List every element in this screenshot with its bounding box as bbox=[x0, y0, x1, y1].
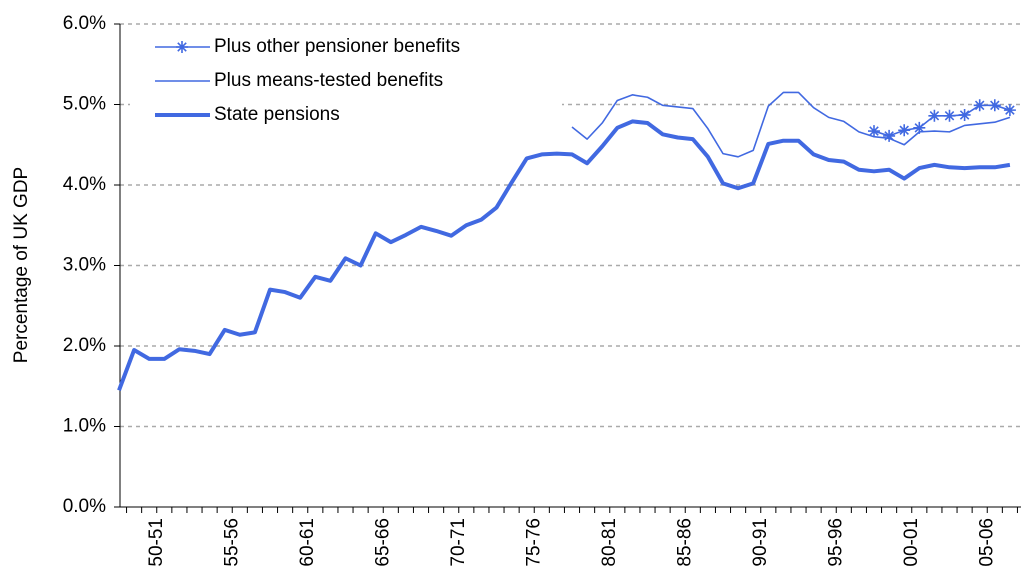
x-tick-label: 55-56 bbox=[221, 518, 242, 567]
x-tick-label: 60-61 bbox=[297, 518, 318, 567]
x-tick-label: 85-86 bbox=[674, 518, 695, 567]
star-marker bbox=[1003, 104, 1016, 117]
data-line bbox=[117, 119, 1011, 391]
y-axis-label: Percentage of UK GDP bbox=[11, 167, 32, 363]
x-tick-label: 65-66 bbox=[372, 518, 393, 567]
y-tick-label: 6.0% bbox=[63, 13, 106, 34]
x-tick-label: 95-96 bbox=[825, 518, 846, 567]
x-tick-label: 05-06 bbox=[976, 518, 997, 567]
y-tick-label: 1.0% bbox=[63, 416, 106, 437]
x-tick-label: 70-71 bbox=[448, 518, 469, 567]
x-tick-label: 00-01 bbox=[901, 518, 922, 567]
star-marker bbox=[898, 124, 911, 137]
star-marker bbox=[913, 121, 926, 134]
x-tick-label: 75-76 bbox=[523, 518, 544, 567]
y-tick-label: 0.0% bbox=[63, 496, 106, 517]
x-tick-label: 50-51 bbox=[146, 518, 167, 567]
x-tick-label: 80-81 bbox=[599, 518, 620, 567]
x-tick-label: 90-91 bbox=[750, 518, 771, 567]
legend-label: Plus means-tested benefits bbox=[214, 70, 443, 91]
y-tick-label: 3.0% bbox=[63, 255, 106, 276]
y-tick-label: 2.0% bbox=[63, 335, 106, 356]
y-tick-label: 5.0% bbox=[63, 94, 106, 115]
star-marker bbox=[928, 109, 941, 122]
star-marker bbox=[958, 108, 971, 121]
star-marker bbox=[883, 129, 896, 142]
data-line bbox=[571, 91, 1011, 158]
data-line bbox=[873, 104, 1011, 137]
star-marker bbox=[973, 99, 986, 112]
y-tick-label: 4.0% bbox=[63, 174, 106, 195]
legend-marker bbox=[176, 41, 188, 53]
star-marker bbox=[868, 125, 880, 138]
star-marker bbox=[988, 99, 1001, 112]
legend-label: Plus other pensioner benefits bbox=[214, 36, 460, 57]
star-marker bbox=[943, 109, 956, 122]
legend-label: State pensions bbox=[214, 104, 340, 125]
